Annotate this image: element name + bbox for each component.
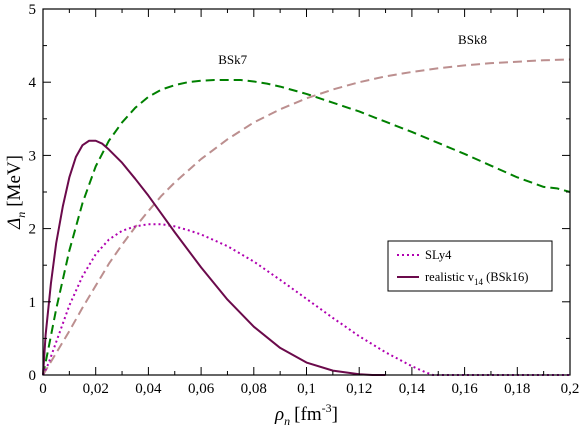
- x-axis-title: ρn [fm-3]: [274, 401, 338, 428]
- series-line-bsk7: [42, 79, 571, 376]
- x-tick-label: 0,12: [346, 381, 372, 397]
- y-tick-label: 1: [29, 295, 37, 311]
- x-axis-superscript: -3: [322, 401, 332, 415]
- series-line-bsk8: [42, 58, 571, 376]
- y-axis-title: Δn [MeV]: [4, 155, 28, 230]
- x-tick-label: 0,14: [399, 381, 426, 397]
- series-line-realistic: [42, 139, 386, 376]
- legend-label-realistic: realistic v14 (BSk16): [425, 270, 528, 287]
- ticks-layer: 0 0,02 0,04 0,06 0,08 0,1 0,12 0,14 0,16 0,18 0,2 0…: [29, 2, 580, 397]
- labels-layer: BSk7 BSk8: [218, 32, 487, 67]
- series-line-sly4: [42, 223, 570, 376]
- y-tick-label: 4: [29, 75, 37, 91]
- x-tick-label: 0,08: [241, 381, 267, 397]
- x-axis-unit-close: ]: [332, 404, 338, 425]
- x-tick-label: 0,06: [188, 381, 215, 397]
- legend-label-realistic-main: realistic v: [425, 270, 475, 284]
- legend-box: [387, 240, 553, 292]
- legend-label-sly4: SLy4: [425, 248, 452, 262]
- y-axis-symbol: Δ: [4, 218, 25, 230]
- x-tick-label: 0: [39, 381, 47, 397]
- y-axis-subscript: n: [14, 212, 28, 218]
- x-axis-subscript: n: [284, 414, 290, 428]
- x-tick-label: 0,1: [297, 381, 316, 397]
- x-tick-label: 0,04: [135, 381, 162, 397]
- legend: SLy4 realistic v14 (BSk16): [387, 240, 553, 292]
- x-tick-label: 0,2: [561, 381, 580, 397]
- legend-label-realistic-subscript: 14: [474, 277, 484, 287]
- y-tick-label: 0: [29, 368, 37, 384]
- y-tick-label: 3: [29, 148, 37, 164]
- x-tick-label: 0,02: [83, 381, 109, 397]
- annotation-bsk7: BSk7: [218, 52, 247, 67]
- annotation-bsk8: BSk8: [458, 32, 487, 47]
- x-tick-label: 0,18: [504, 381, 530, 397]
- y-tick-label: 2: [29, 222, 37, 238]
- series-layer: [42, 58, 571, 376]
- x-tick-label: 0,16: [451, 381, 478, 397]
- x-axis-unit: [fm: [294, 404, 322, 425]
- y-tick-label: 5: [29, 2, 37, 18]
- legend-label-realistic-suffix: (BSk16): [483, 270, 529, 284]
- x-axis-symbol: ρ: [274, 404, 284, 425]
- y-axis-unit: [MeV]: [4, 155, 25, 207]
